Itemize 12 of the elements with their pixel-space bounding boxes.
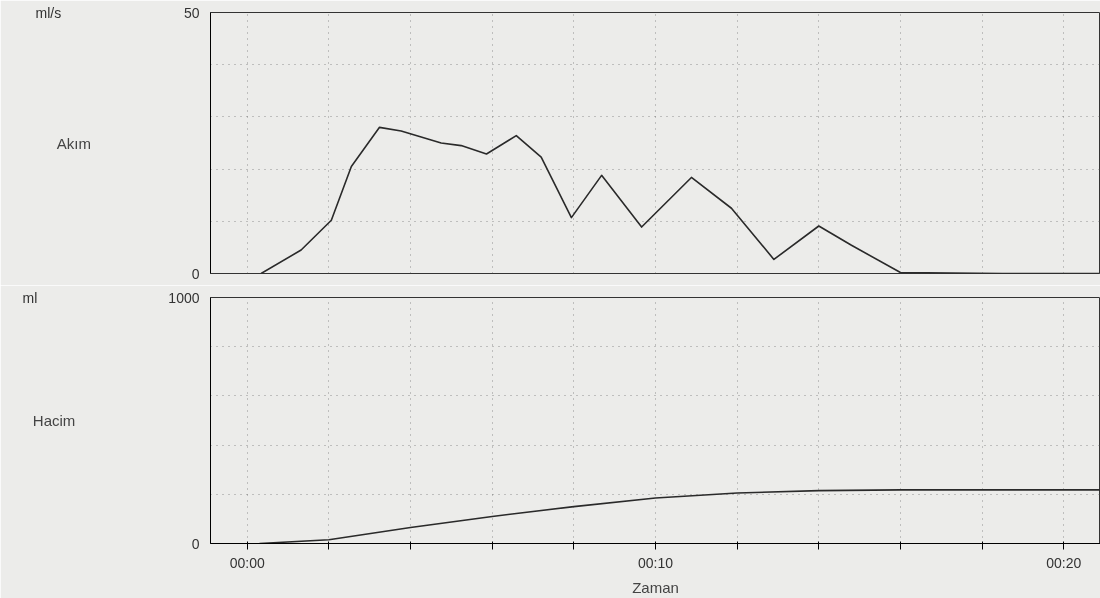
x-tick-label: 00:20 bbox=[1046, 554, 1082, 571]
text: ml/s bbox=[35, 4, 62, 21]
x-tick-label: 00:10 bbox=[637, 554, 674, 571]
y-tick-label: 0 bbox=[191, 535, 200, 552]
y-tick-label: 0 bbox=[191, 265, 200, 282]
x-tick-label: 00:00 bbox=[229, 554, 265, 571]
y-axis-title: Akım bbox=[56, 134, 91, 152]
y-tick-label: 1000 bbox=[168, 289, 200, 306]
y-axis-title: Hacim bbox=[32, 412, 76, 429]
y-tick-label: 50 bbox=[183, 4, 200, 21]
x-axis-title: Zaman bbox=[632, 578, 679, 596]
text: ml bbox=[22, 289, 38, 306]
